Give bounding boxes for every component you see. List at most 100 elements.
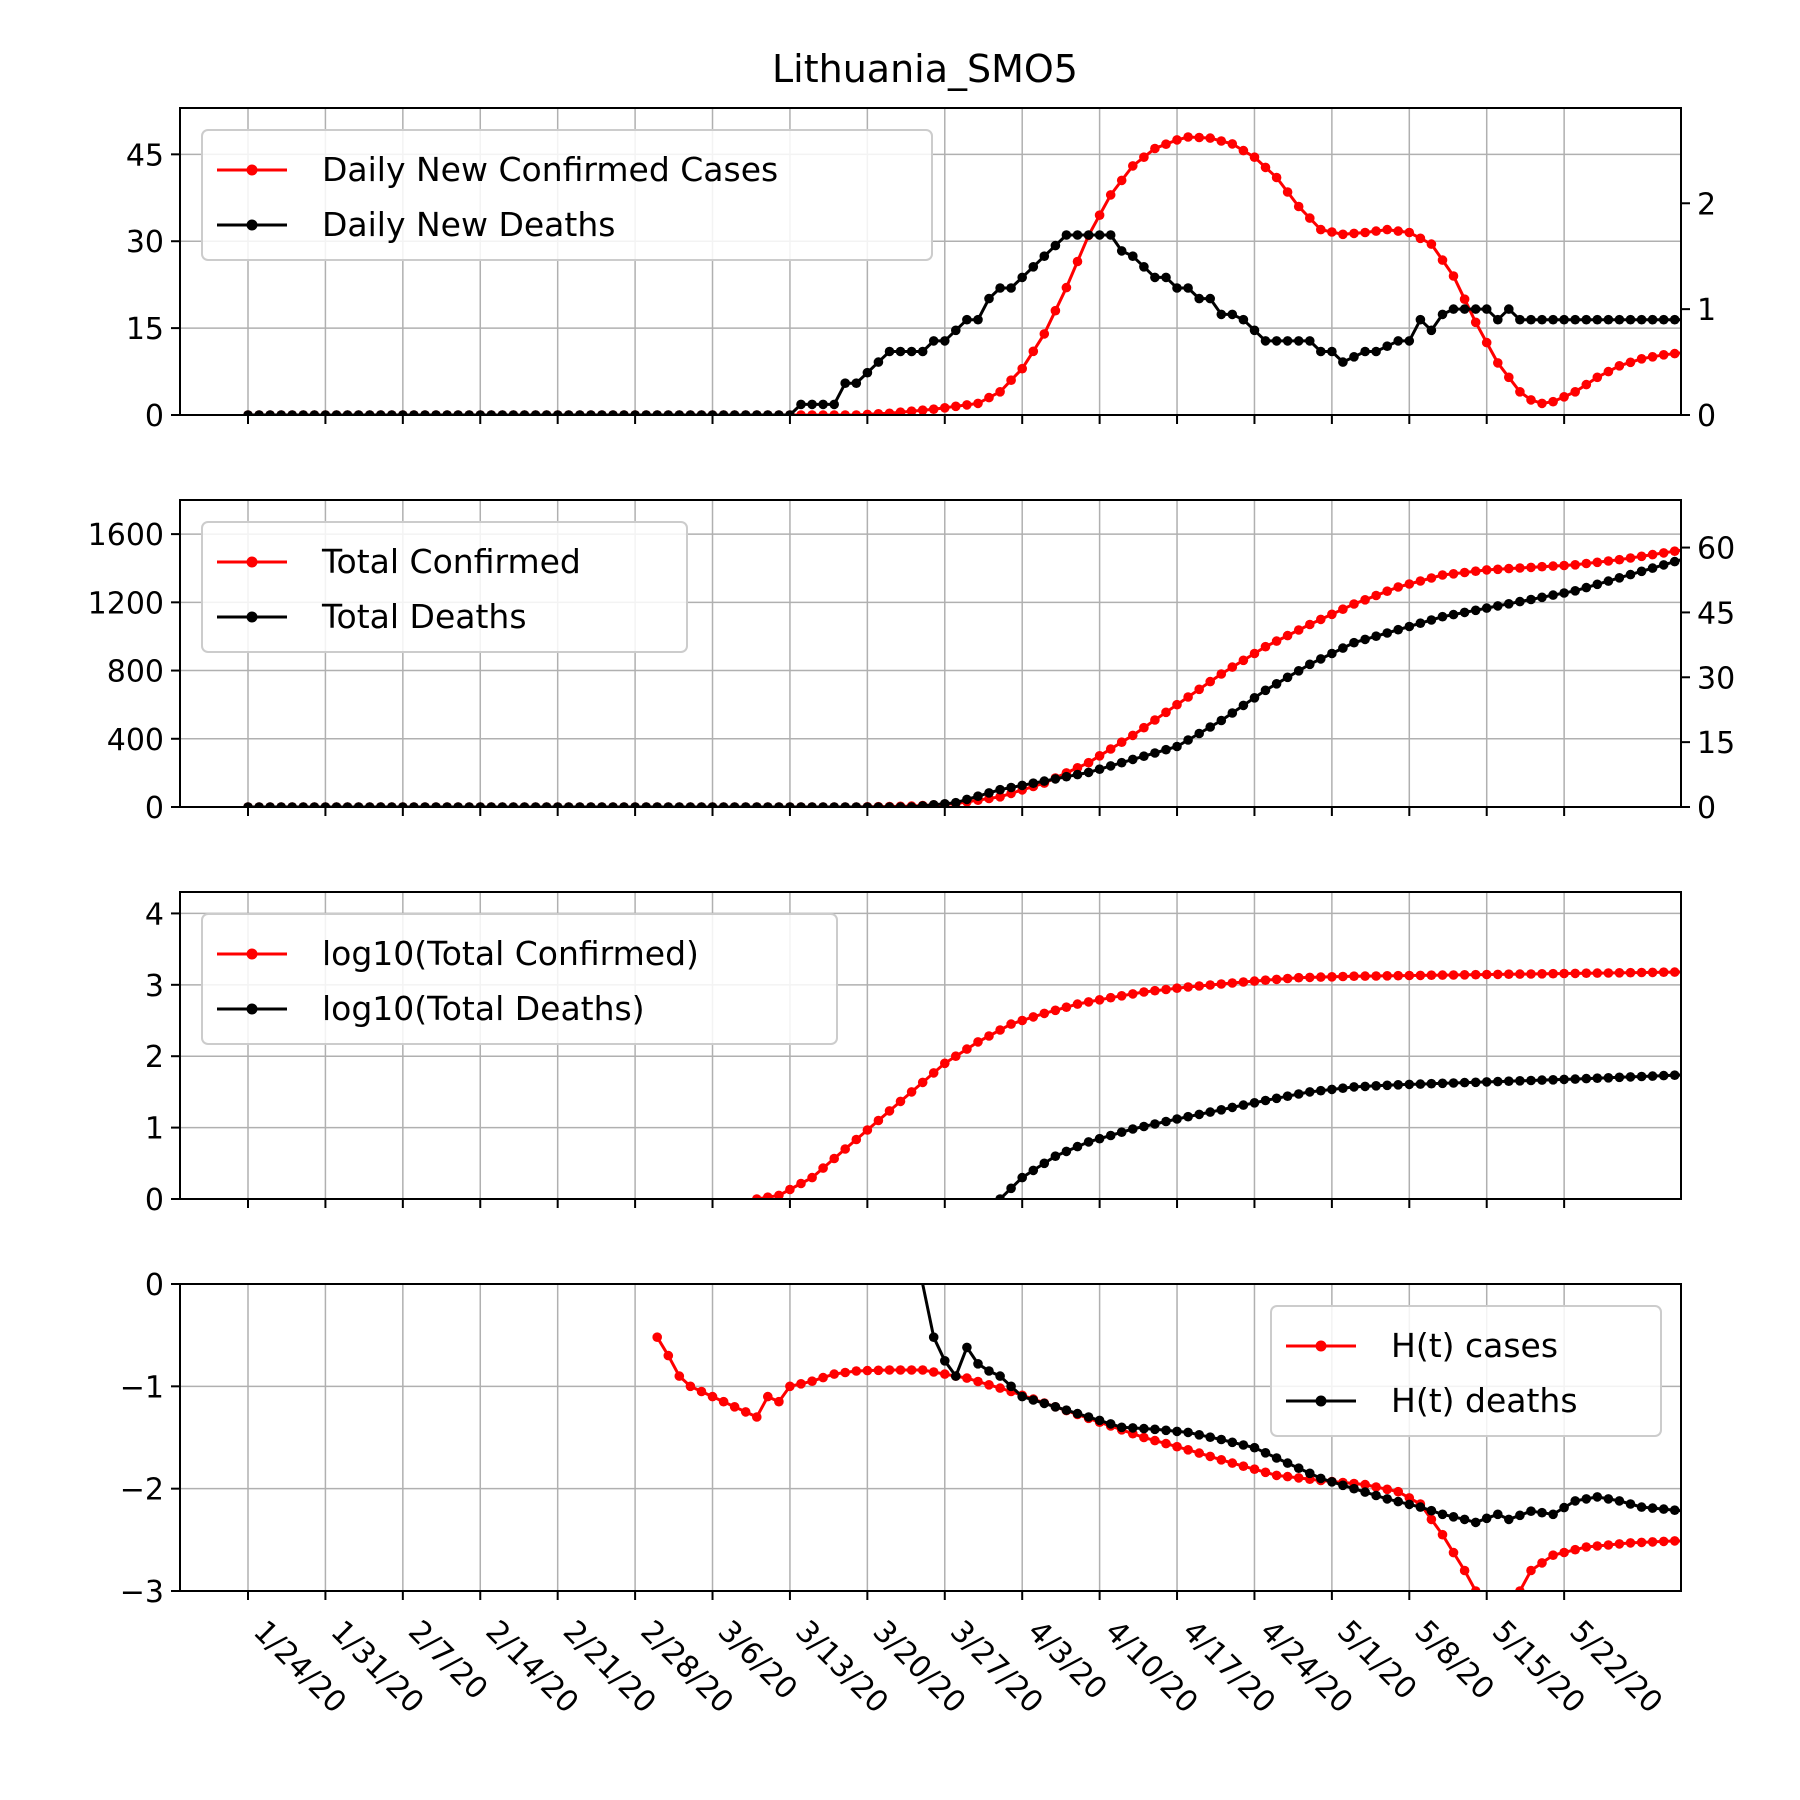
series-daily-deaths-point bbox=[995, 283, 1005, 293]
series-total-deaths-point bbox=[884, 802, 895, 807]
series-daily-deaths-point bbox=[1150, 272, 1160, 283]
series-hazard-deaths-point bbox=[1105, 1419, 1116, 1429]
series-hazard-deaths-point bbox=[1282, 1458, 1293, 1468]
series-daily-deaths-point bbox=[962, 314, 972, 325]
series-daily-cases-point bbox=[1537, 398, 1547, 409]
series-total-deaths-point bbox=[1161, 744, 1171, 755]
series-hazard-deaths-entry-line bbox=[921, 1284, 936, 1338]
series-total-deaths-point bbox=[995, 784, 1005, 795]
series-total-deaths-point bbox=[1128, 754, 1138, 765]
series-total-deaths-point bbox=[364, 802, 375, 807]
series-hazard-deaths-point bbox=[1426, 1505, 1437, 1516]
series-total-confirmed-point bbox=[1282, 630, 1293, 641]
series-daily-deaths-point bbox=[309, 410, 320, 415]
series-daily-deaths-point bbox=[1371, 346, 1381, 357]
series-total-deaths-point bbox=[1271, 679, 1282, 689]
series-daily-deaths-point bbox=[1271, 336, 1282, 346]
series-hazard-deaths-point bbox=[1681, 1506, 1691, 1516]
series-daily-deaths-point bbox=[375, 410, 386, 415]
series-total-deaths-point bbox=[1515, 596, 1525, 607]
y-tick-label: 1200 bbox=[88, 586, 164, 621]
x-tick-label: 5/8/20 bbox=[1408, 1614, 1501, 1707]
series-log-confirmed-point bbox=[1116, 991, 1127, 1001]
series-total-deaths-point bbox=[1647, 563, 1658, 573]
series-total-confirmed-point bbox=[1681, 545, 1691, 555]
series-daily-cases-point bbox=[1792, 345, 1800, 355]
series-daily-cases-point bbox=[807, 410, 817, 415]
series-daily-cases-point bbox=[1404, 227, 1415, 238]
series-hazard-deaths-point bbox=[1316, 1473, 1326, 1484]
series-total-confirmed-point bbox=[1603, 556, 1614, 566]
y-tick-label: −2 bbox=[120, 1473, 164, 1508]
series-log-deaths-point bbox=[1128, 1124, 1138, 1134]
series-log-confirmed-point bbox=[1194, 981, 1204, 991]
series-total-deaths-point bbox=[1116, 757, 1127, 768]
series-total-confirmed-point bbox=[1094, 751, 1105, 761]
series-total-deaths-point bbox=[729, 802, 740, 807]
series-total-deaths-point bbox=[641, 802, 651, 807]
series-daily-cases-point bbox=[906, 406, 917, 415]
series-daily-cases-point bbox=[1161, 139, 1171, 149]
series-total-confirmed-point bbox=[1493, 564, 1503, 575]
series-hazard-cases-2-point bbox=[1658, 1536, 1669, 1547]
series-daily-deaths-point bbox=[387, 410, 397, 415]
series-daily-deaths-point bbox=[1781, 315, 1791, 325]
series-hazard-deaths-point bbox=[1238, 1440, 1249, 1450]
series-total-deaths-point bbox=[1371, 631, 1381, 641]
series-hazard-deaths-point bbox=[1703, 1506, 1713, 1516]
series-log-deaths bbox=[995, 1070, 1681, 1199]
series-hazard-cases-2-point bbox=[1758, 1538, 1768, 1548]
series-log-confirmed-point bbox=[1061, 1002, 1072, 1012]
legend-label: Total Confirmed bbox=[321, 542, 581, 581]
series-daily-cases-point bbox=[1183, 132, 1193, 142]
series-daily-deaths-point bbox=[1415, 314, 1426, 325]
series-daily-deaths-point bbox=[254, 410, 264, 415]
series-log-confirmed-point bbox=[840, 1144, 850, 1154]
series-daily-deaths-point bbox=[1194, 293, 1204, 304]
series-hazard-cases-point bbox=[928, 1367, 939, 1377]
series-hazard-cases-point bbox=[663, 1350, 674, 1361]
series-hazard-deaths-point bbox=[951, 1371, 961, 1381]
legend-label: log10(Total Confirmed) bbox=[322, 934, 699, 973]
series-log-deaths-point bbox=[1570, 1074, 1580, 1084]
series-daily-cases-point bbox=[1316, 224, 1326, 235]
series-daily-deaths-point bbox=[1349, 352, 1359, 362]
legend-box bbox=[201, 129, 933, 261]
series-total-deaths-point bbox=[862, 802, 873, 807]
series-total-confirmed-point bbox=[1382, 586, 1392, 596]
series-total-confirmed-point bbox=[1072, 763, 1083, 773]
series-hazard-cases-point bbox=[840, 1367, 850, 1378]
series-log-confirmed-point bbox=[951, 1051, 961, 1061]
series-hazard-cases-point bbox=[895, 1365, 906, 1375]
series-log-deaths-point bbox=[1470, 1077, 1481, 1088]
series-hazard-cases-2-point bbox=[1537, 1558, 1547, 1568]
series-daily-deaths-point bbox=[320, 410, 331, 415]
legend-marker bbox=[246, 948, 258, 960]
series-daily-deaths-point bbox=[951, 325, 961, 336]
series-daily-deaths-point bbox=[1581, 314, 1592, 325]
series-log-confirmed-point bbox=[1614, 968, 1625, 978]
series-log-confirmed-point bbox=[807, 1172, 817, 1183]
series-daily-deaths-point bbox=[1548, 314, 1558, 325]
series-total-deaths-point bbox=[1526, 594, 1536, 605]
series-daily-deaths-point bbox=[420, 410, 430, 415]
y-tick-label: −3 bbox=[120, 1575, 164, 1610]
series-total-deaths-point bbox=[353, 802, 364, 807]
series-hazard-deaths-point bbox=[1658, 1504, 1669, 1514]
series-total-deaths-point bbox=[1139, 751, 1149, 761]
legend-marker bbox=[246, 1003, 258, 1015]
series-log-deaths-point bbox=[1415, 1079, 1426, 1089]
series-hazard-cases-point bbox=[1260, 1467, 1271, 1478]
series-daily-cases-point bbox=[1459, 294, 1470, 305]
series-daily-cases-point bbox=[1548, 396, 1558, 407]
series-total-deaths-point bbox=[962, 794, 972, 805]
series-hazard-cases-2-point bbox=[1570, 1544, 1580, 1555]
series-hazard-cases-point bbox=[763, 1391, 773, 1402]
series-total-deaths-point bbox=[895, 802, 906, 807]
series-hazard-cases-point bbox=[1205, 1451, 1215, 1462]
x-axis-date-labels: 1/24/201/31/202/7/202/14/202/21/202/28/2… bbox=[246, 1614, 1669, 1721]
series-log-confirmed-point bbox=[1625, 967, 1636, 978]
y-tick-label: 800 bbox=[107, 655, 164, 690]
series-total-deaths-point bbox=[409, 802, 419, 807]
legend: H(t) cases H(t) deaths bbox=[1270, 1305, 1662, 1437]
